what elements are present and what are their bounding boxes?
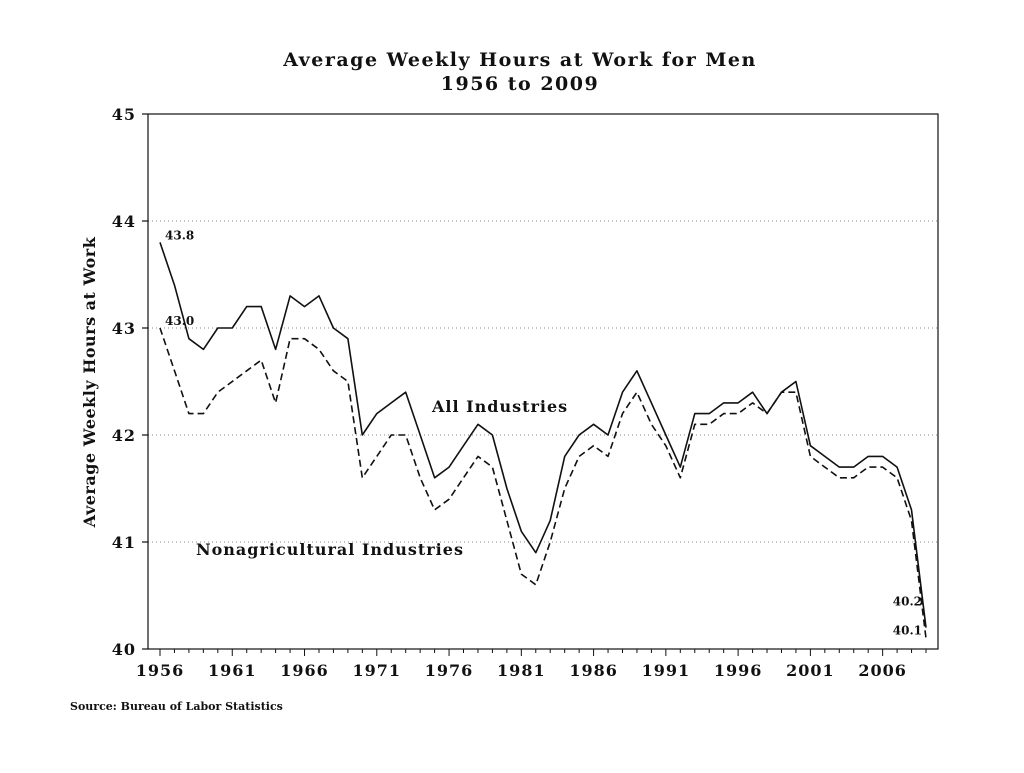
y-tick-label: 45 [112,105,136,124]
x-tick-label: 1961 [208,661,257,680]
plot-area-frame [147,113,939,650]
x-tick-label: 2001 [786,661,835,680]
x-tick-label: 1956 [136,661,185,680]
series-line-all-industries [159,242,927,628]
series-lines [159,242,927,639]
axis-ticks: 40 41 42 43 44 45 1956 1961 1966 1971 1976 1981 1986… [112,105,927,680]
x-tick-label: 1991 [642,661,691,680]
x-tick-label: 1996 [714,661,763,680]
x-tick-label: 1981 [497,661,546,680]
series-line-nonagricultural [159,327,927,639]
data-label: 40.1 [893,623,922,637]
y-tick-label: 43 [112,319,136,338]
y-axis-label: Average Weekly Hours at Work [80,236,99,528]
x-tick-label: 2006 [858,661,907,680]
y-tick-label: 42 [112,426,136,445]
source-note: Source: Bureau of Labor Statistics [70,700,283,713]
series-label-all-industries: All Industries [431,397,568,416]
y-tick-label: 40 [112,640,136,659]
chart-title: Average Weekly Hours at Work for Men [282,49,757,71]
gridlines [148,220,938,543]
data-label: 43.8 [165,228,194,242]
x-tick-label: 1976 [425,661,474,680]
x-tick-label: 1971 [353,661,402,680]
x-tick-label: 1986 [569,661,618,680]
series-label-nonagricultural: Nonagricultural Industries [196,540,464,559]
data-label: 40.2 [893,595,922,609]
data-label: 43.0 [165,314,194,328]
chart-subtitle: 1956 to 2009 [441,73,599,95]
value-annotations: 43.8 43.0 40.2 40.1 [165,228,922,637]
x-tick-label: 1966 [280,661,329,680]
y-tick-label: 44 [112,212,136,231]
y-tick-label: 41 [112,533,136,552]
